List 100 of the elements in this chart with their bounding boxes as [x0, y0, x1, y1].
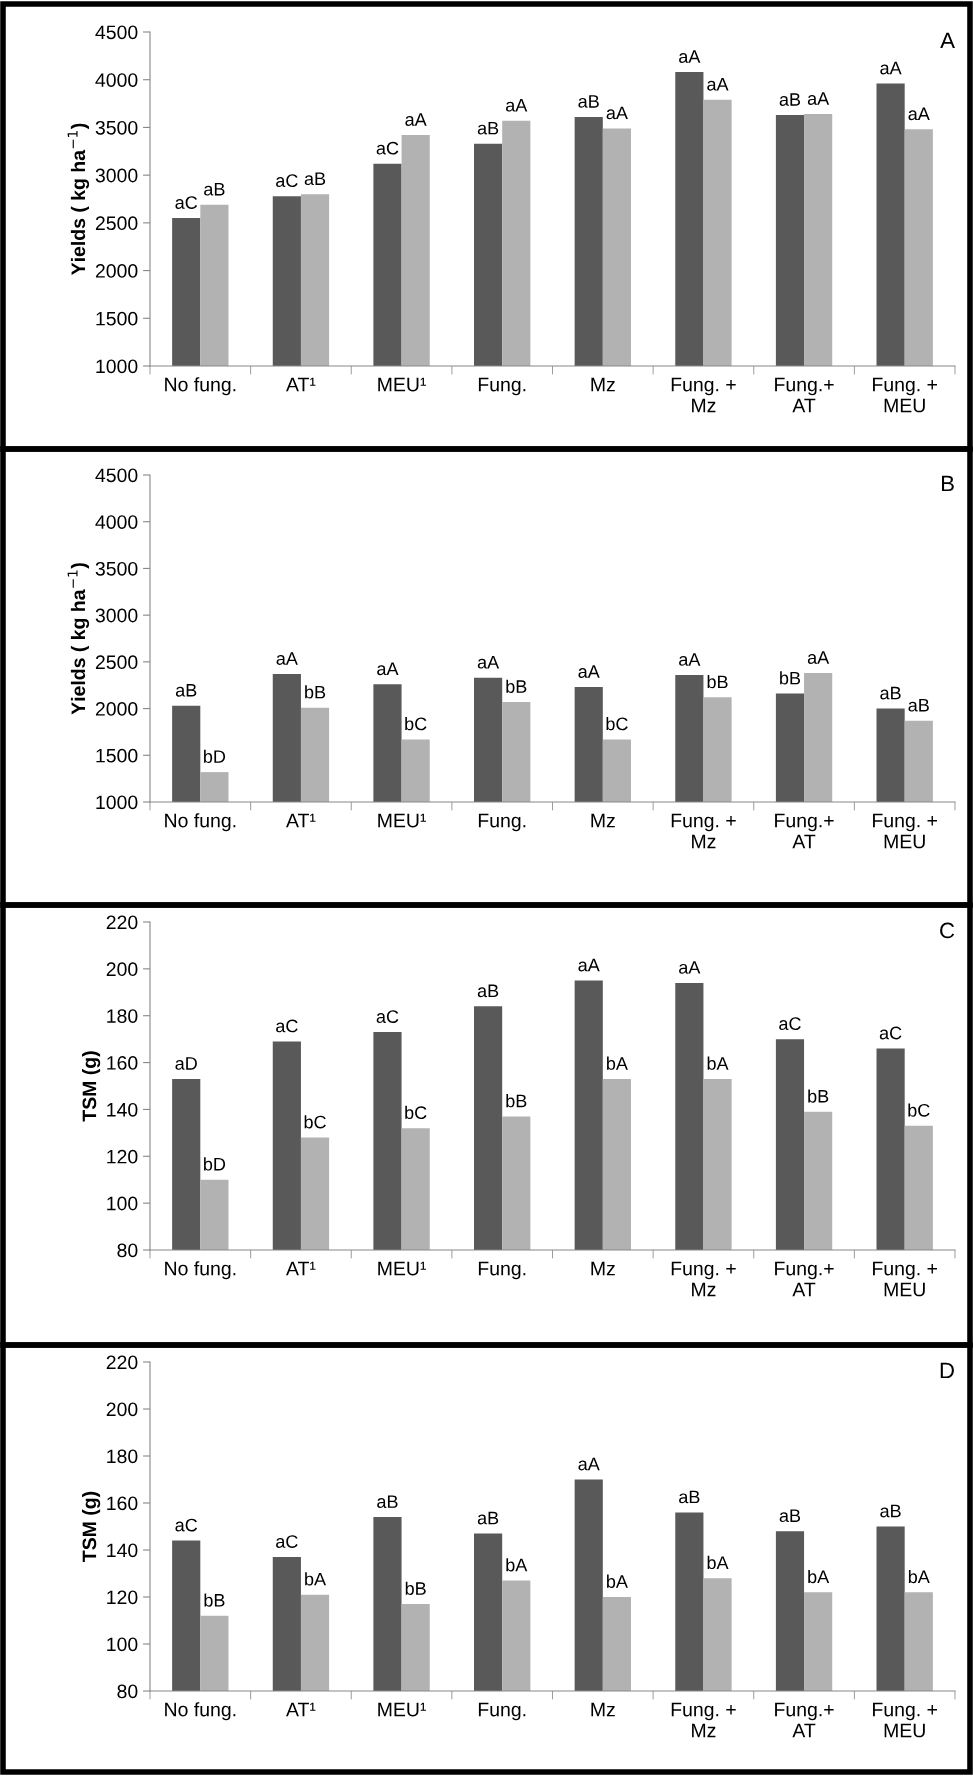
data-label: aC [376, 1010, 399, 1023]
y-tick-label: 120 [107, 1149, 138, 1164]
data-label: aB [880, 1504, 901, 1518]
y-tick-label: 3500 [95, 561, 138, 576]
data-label: aB [477, 121, 499, 135]
y-tick-label: 3000 [95, 168, 138, 183]
data-label: aC [175, 196, 198, 209]
x-tick-label: Fung. + Mz [671, 1261, 736, 1297]
x-tick-label: Mz [591, 1702, 615, 1717]
data-label: aA [506, 99, 528, 112]
y-tick-label: 100 [107, 1637, 138, 1652]
y-tick-label: 4000 [95, 515, 138, 529]
data-label: aA [679, 961, 701, 974]
data-label: aC [779, 1017, 801, 1031]
y-tick-label: 160 [107, 1056, 138, 1070]
data-label: bA [305, 1572, 327, 1586]
y-axis-title: TSM (g) [81, 1491, 101, 1562]
y-tick-label: 3500 [95, 120, 138, 135]
annotation: B [942, 475, 954, 492]
y-tick-label: 200 [106, 962, 138, 977]
x-tick-label: No fung. [165, 1702, 236, 1721]
x-tick-label: Mz [591, 377, 615, 392]
y-tick-label: 180 [107, 1009, 138, 1023]
data-label: aC [175, 1518, 198, 1532]
x-tick-label: Fung. [478, 377, 526, 396]
data-label: aA [377, 662, 399, 676]
y-tick-label: 4500 [95, 468, 138, 483]
data-label: aB [377, 1495, 398, 1508]
data-label: aC [879, 1026, 902, 1040]
data-label: bB [204, 1593, 225, 1607]
x-tick-label: AT¹ [286, 1261, 316, 1276]
data-label: aA [679, 653, 701, 666]
data-label: bA [607, 1056, 628, 1070]
x-tick-label: Fung. [478, 1261, 526, 1280]
data-label: aA [807, 651, 830, 664]
y-tick-label: 4500 [95, 25, 138, 40]
data-label: bB [780, 671, 801, 685]
data-label: aB [880, 686, 901, 700]
data-label: aA [606, 106, 628, 120]
y-tick-label: 180 [107, 1449, 138, 1464]
data-label: bD [204, 1157, 226, 1171]
data-label: aA [679, 50, 701, 63]
data-label: aD [175, 1057, 197, 1070]
data-label: aB [779, 1509, 801, 1523]
y-tick-label: 2000 [95, 264, 138, 278]
x-tick-label: Fung. + MEU [873, 1702, 937, 1738]
data-label: aB [175, 684, 197, 697]
data-label: bA [808, 1569, 830, 1584]
x-tick-label: AT¹ [286, 377, 316, 392]
x-tick-label: MEU¹ [378, 813, 426, 828]
x-tick-label: No fung. [165, 813, 236, 832]
data-label: aA [908, 107, 930, 121]
x-tick-label: Fung.+ AT [775, 1702, 834, 1738]
data-label: aB [578, 95, 599, 108]
x-tick-label: Fung.+ AT [775, 1261, 834, 1297]
data-label: bB [707, 674, 728, 689]
x-tick-label: AT¹ [286, 1702, 316, 1717]
x-tick-label: Fung. [478, 1702, 526, 1721]
data-label: bB [305, 685, 326, 699]
data-label: bC [405, 717, 427, 731]
data-label: aA [807, 92, 830, 105]
data-label: aC [276, 1535, 298, 1548]
y-tick-label: 4000 [95, 73, 138, 87]
data-label: aC [276, 1019, 298, 1033]
data-label: aA [578, 665, 600, 678]
data-label: bC [908, 1103, 930, 1117]
data-label: aA [578, 1457, 600, 1471]
y-tick-label: 3000 [95, 608, 138, 623]
y-tick-label: 2500 [95, 216, 138, 231]
y-tick-label: 140 [107, 1102, 138, 1117]
data-label: bB [506, 1094, 527, 1108]
data-label: aB [908, 698, 929, 712]
x-tick-label: MEU¹ [378, 1702, 426, 1717]
annotation: C [940, 922, 955, 939]
x-tick-label: Fung. + Mz [671, 377, 736, 413]
x-tick-label: Mz [591, 1261, 615, 1276]
data-label: aC [276, 174, 298, 188]
x-tick-label: AT¹ [286, 813, 316, 828]
y-tick-label: 100 [107, 1196, 138, 1211]
x-tick-label: Fung. + Mz [671, 1702, 736, 1738]
x-tick-label: Mz [591, 813, 615, 828]
data-label: aB [779, 93, 801, 106]
data-label: aB [204, 183, 225, 196]
data-label: aB [679, 1490, 700, 1504]
x-tick-label: Fung. [478, 813, 526, 832]
x-tick-label: Fung. + MEU [873, 1261, 937, 1297]
y-tick-label: 80 [117, 1243, 138, 1258]
data-label: aA [578, 958, 600, 972]
data-label: aB [477, 1511, 499, 1525]
data-label: aA [405, 113, 427, 126]
y-tick-label: 120 [107, 1590, 138, 1605]
data-label: bA [506, 1558, 528, 1572]
y-tick-label: 220 [106, 1355, 138, 1370]
y-axis-title: TSM (g) [81, 1051, 101, 1122]
data-label: aB [477, 984, 499, 998]
y-tick-label: 160 [107, 1496, 138, 1511]
data-label: bA [707, 1555, 729, 1570]
y-tick-label: 1500 [96, 311, 138, 326]
y-axis-title: Yields ( kg ha$^{−1}$) [67, 563, 90, 715]
data-label: aA [707, 78, 729, 91]
